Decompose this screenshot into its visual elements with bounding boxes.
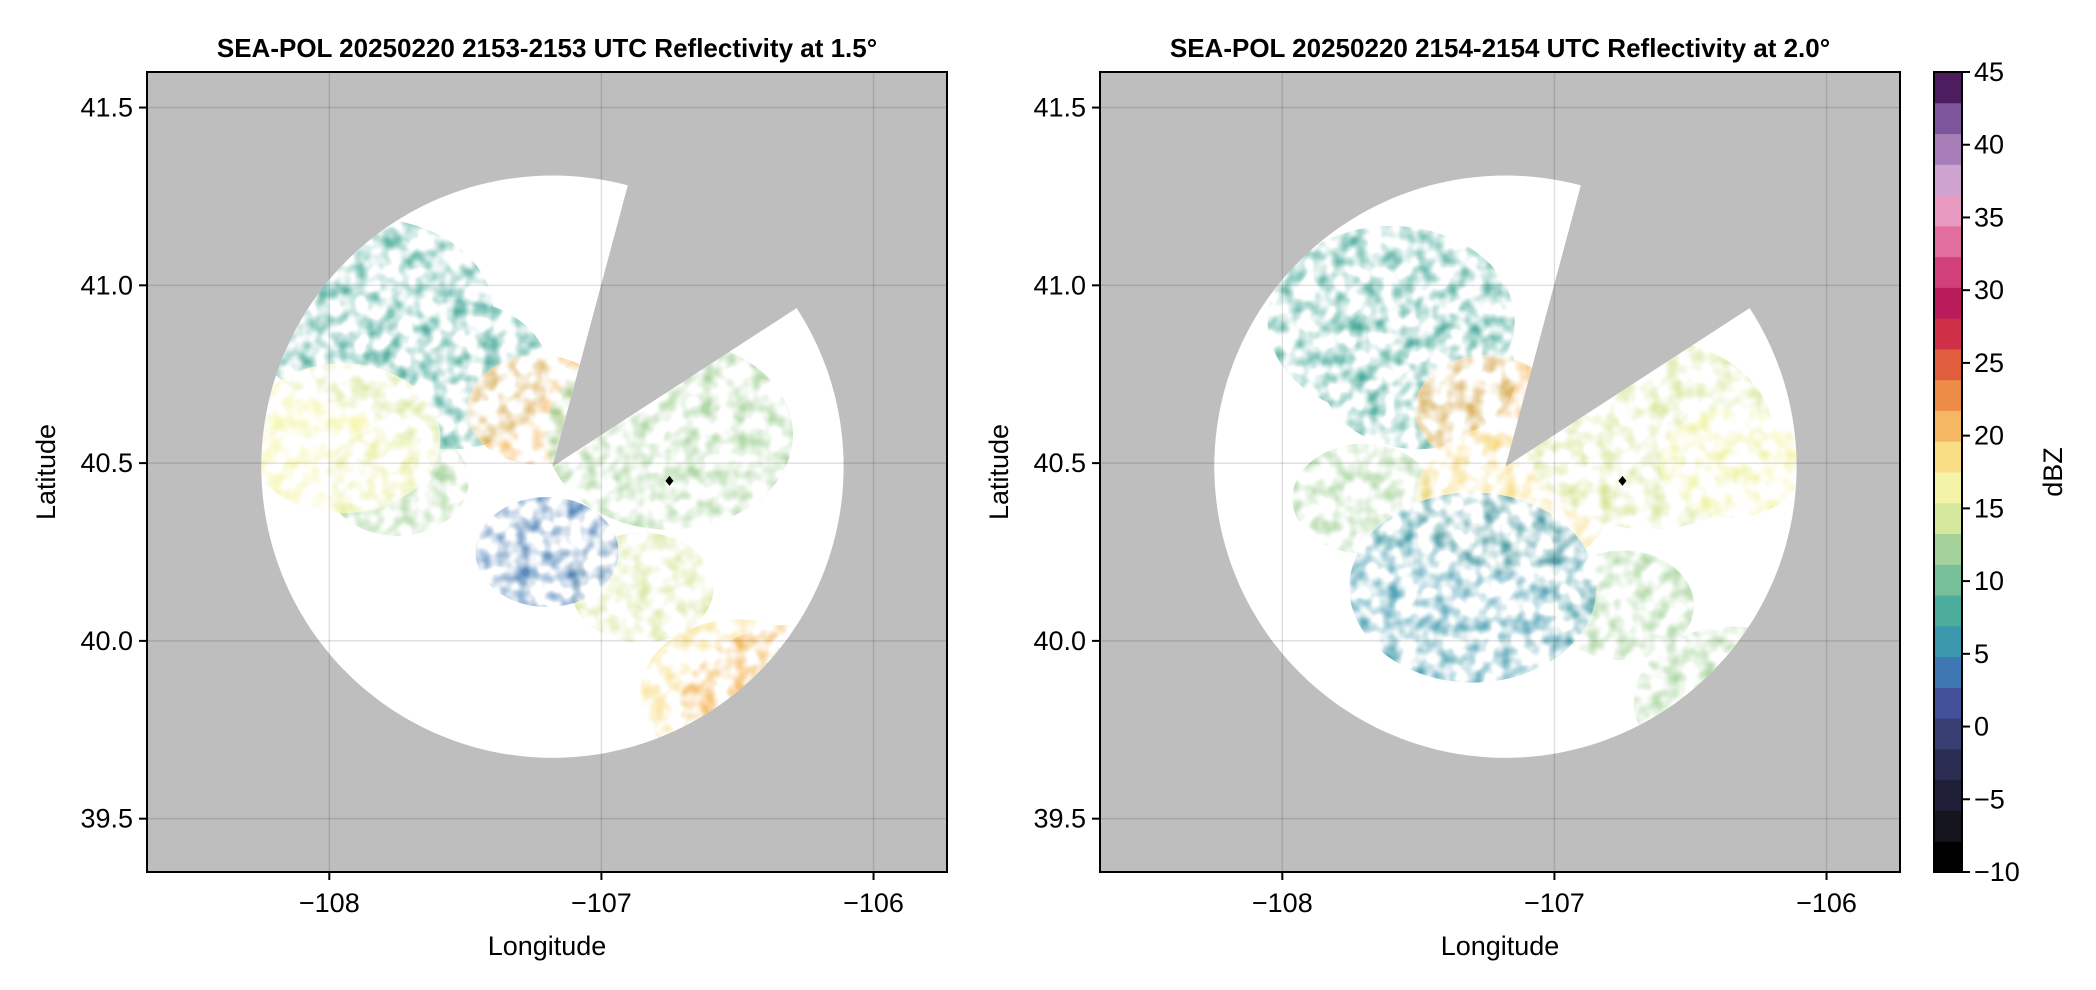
ytick-label-1-5: 41.5: [80, 93, 133, 123]
colorbar-band-19: [1934, 287, 1962, 319]
xtick-label-1-3: −106: [843, 888, 904, 918]
ytick-label-2-4: 41.0: [1033, 270, 1086, 300]
colorbar-tick-label-9: 30: [1974, 275, 2004, 305]
colorbar-band-13: [1934, 472, 1962, 504]
panel-2-title: SEA-POL 20250220 2154-2154 UTC Reflectiv…: [1170, 33, 1830, 63]
colorbar-tick-label-4: 5: [1974, 639, 1989, 669]
colorbar-band-22: [1934, 195, 1962, 227]
echo-1-10: [475, 497, 619, 607]
xtick-label-2-3: −106: [1796, 888, 1857, 918]
panel-1-title: SEA-POL 20250220 2153-2153 UTC Reflectiv…: [217, 33, 877, 63]
colorbar-band-6: [1934, 687, 1962, 719]
ytick-label-1-3: 40.5: [80, 448, 133, 478]
xtick-label-1-2: −107: [571, 888, 632, 918]
colorbar-band-16: [1934, 379, 1962, 411]
colorbar-tick-label-10: 35: [1974, 202, 2004, 232]
colorbar-band-18: [1934, 318, 1962, 350]
colorbar-band-15: [1934, 410, 1962, 442]
colorbar-band-3: [1934, 779, 1962, 811]
colorbar-band-20: [1934, 256, 1962, 288]
panel-2-grid: [1100, 72, 1900, 872]
panel-2-frame: [1099, 71, 1901, 873]
panel-1-y-axis: 39.5 40.0 40.5 41.0 41.5: [80, 93, 147, 834]
ytick-label-1-4: 41.0: [80, 270, 133, 300]
colorbar-tick-label-7: 20: [1974, 421, 2004, 451]
panel-1-grid: [147, 72, 947, 872]
colorbar-band-10: [1934, 564, 1962, 596]
colorbar-band-14: [1934, 441, 1962, 473]
colorbar-band-17: [1934, 348, 1962, 381]
ytick-label-2-2: 40.0: [1033, 626, 1086, 656]
panel-2-y-axis: 39.5 40.0 40.5 41.0 41.5: [1033, 93, 1100, 834]
colorbar-band-4: [1934, 748, 1962, 781]
colorbar-band-8: [1934, 625, 1962, 658]
colorbar-label: dBZ: [2038, 447, 2068, 497]
colorbar-band-2: [1934, 810, 1962, 842]
colorbar-tick-label-1: −10: [1974, 857, 2020, 887]
ytick-label-2-5: 41.5: [1033, 93, 1086, 123]
colorbar-band-12: [1934, 502, 1962, 535]
xtick-label-2-1: −108: [1252, 888, 1313, 918]
colorbar-band-26: [1934, 72, 1962, 104]
panel-1-ylabel: Latitude: [31, 424, 61, 520]
panel-1-frame: [146, 71, 948, 873]
panel-2-ylabel: Latitude: [984, 424, 1014, 520]
echo-2-10: [1659, 408, 1797, 519]
colorbar-tick-label-2: −5: [1974, 784, 2005, 814]
xtick-label-2-2: −107: [1524, 888, 1585, 918]
colorbar-tick-label-3: 0: [1974, 712, 1989, 742]
colorbar-band-7: [1934, 656, 1962, 688]
ytick-label-2-1: 39.5: [1033, 804, 1086, 834]
colorbar-band-1: [1934, 841, 1962, 873]
colorbar-band-24: [1934, 133, 1962, 165]
colorbar-tick-label-11: 40: [1974, 130, 2004, 160]
ytick-label-1-2: 40.0: [80, 626, 133, 656]
panel-2-xlabel: Longitude: [1441, 931, 1560, 961]
panel-1-station-marker: [665, 475, 674, 486]
xtick-label-1-1: −108: [299, 888, 360, 918]
colorbar-band-5: [1934, 718, 1962, 750]
colorbar-tick-label-5: 10: [1974, 566, 2004, 596]
panel-1: SEA-POL 20250220 2153-2153 UTC Reflectiv…: [31, 33, 948, 961]
panel-1-x-axis: −108 −107 −106: [299, 872, 904, 918]
ytick-label-1-1: 39.5: [80, 804, 133, 834]
colorbar-tick-label-12: 45: [1974, 57, 2004, 87]
colorbar-bands: [1934, 72, 1962, 873]
echo-1-5: [261, 363, 441, 514]
colorbar-band-9: [1934, 595, 1962, 627]
echo-2-9: [1349, 492, 1597, 683]
colorbar-band-11: [1934, 533, 1962, 565]
panel-2-station-marker: [1618, 475, 1627, 486]
colorbar-tick-label-6: 15: [1974, 493, 2004, 523]
colorbar-band-21: [1934, 225, 1962, 258]
panel-2-x-axis: −108 −107 −106: [1252, 872, 1857, 918]
ytick-label-2-3: 40.5: [1033, 448, 1086, 478]
panel-2: SEA-POL 20250220 2154-2154 UTC Reflectiv…: [984, 33, 1901, 961]
colorbar-band-23: [1934, 164, 1962, 196]
colorbar: −10 −5 0 5 10 15 20 25 30 35 40 45 dBZ: [1933, 57, 2068, 887]
colorbar-frame: [1933, 71, 1963, 873]
panel-1-xlabel: Longitude: [488, 931, 607, 961]
colorbar-tick-label-8: 25: [1974, 348, 2004, 378]
colorbar-ticks: −10 −5 0 5 10 15 20 25 30 35 40 45: [1962, 57, 2020, 887]
colorbar-band-25: [1934, 102, 1962, 135]
